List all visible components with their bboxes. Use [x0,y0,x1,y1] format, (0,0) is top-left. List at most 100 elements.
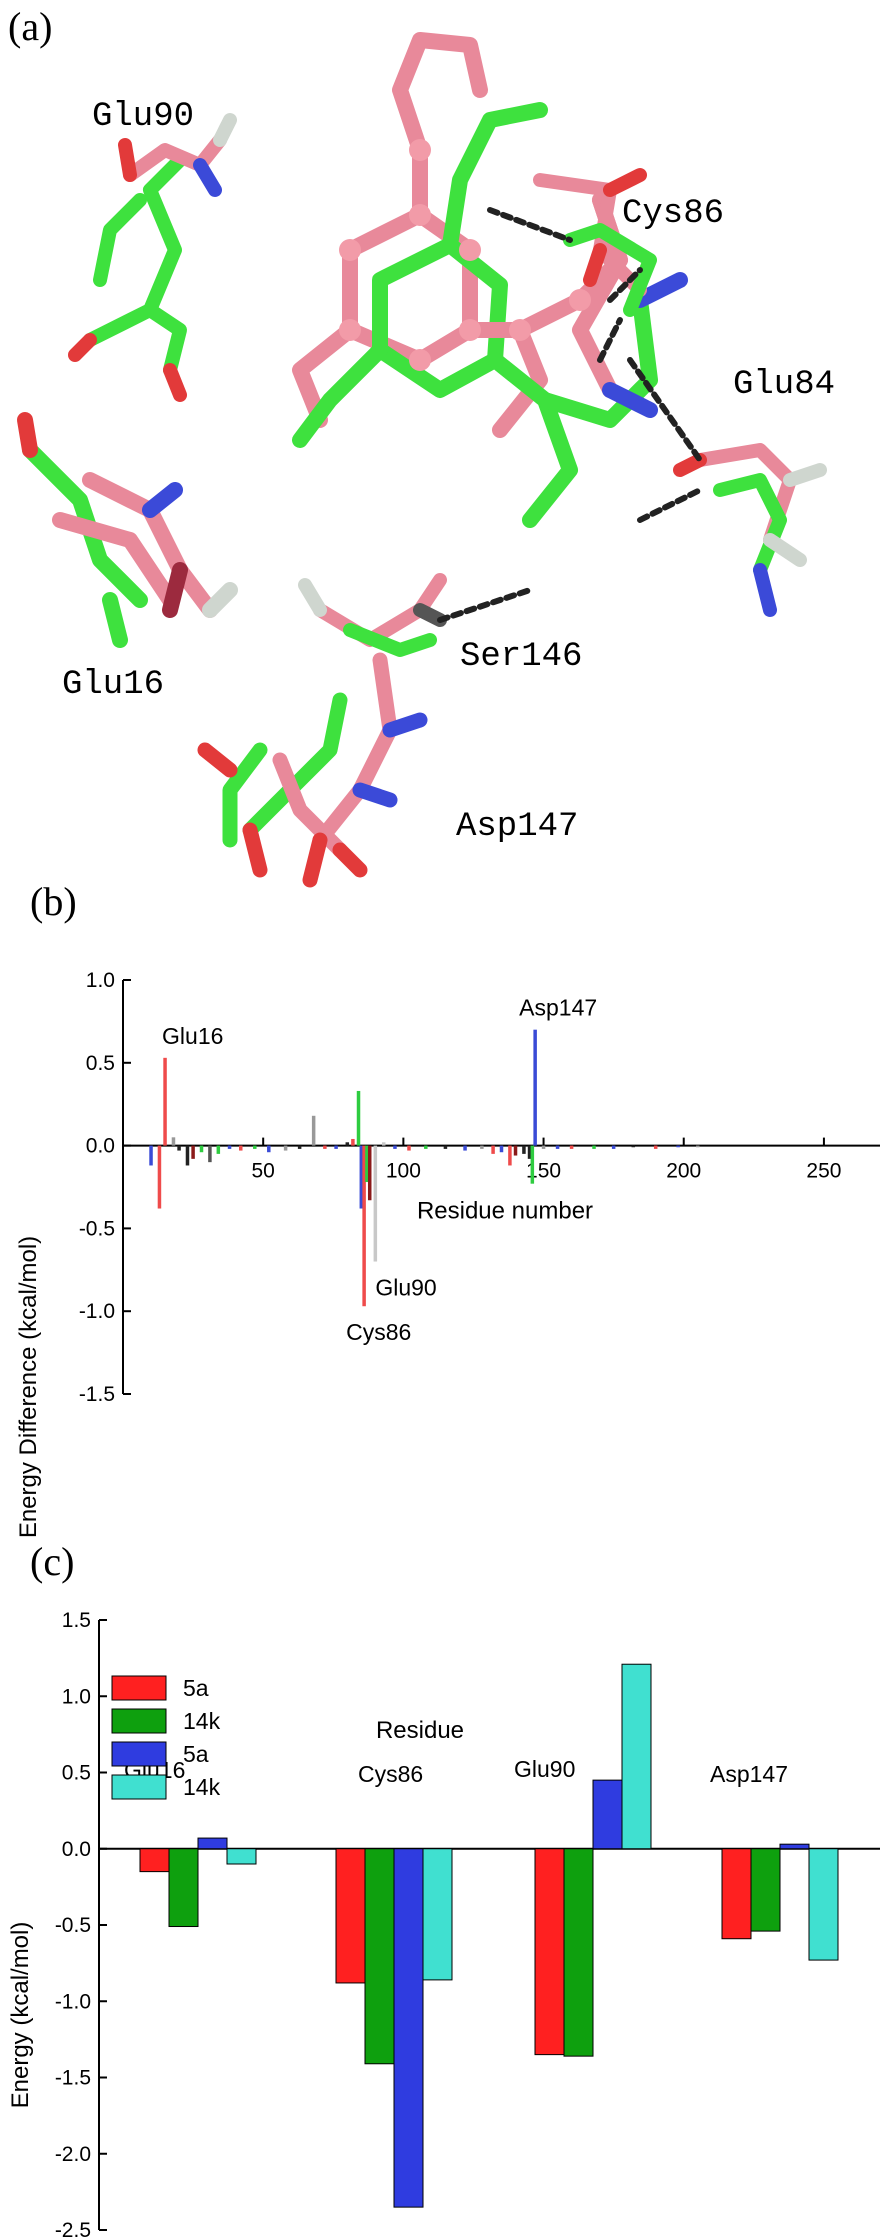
energy-bar [373,1145,378,1262]
energy-bar [653,1145,658,1149]
molecule-panel: (a) [8,4,835,888]
x-tick-label: 250 [806,1160,841,1183]
energy-bar [199,1145,204,1153]
residue-label-ser146: Ser146 [460,638,582,676]
legend-swatch [111,1708,167,1734]
energy-bar [139,1848,170,1873]
category-label: Asp147 [710,1761,788,1787]
energy-difference-chart: (b) 1.00.50.0-0.5-1.0-1.550 100 150 200 250 … [15,880,880,1538]
y-tick-label: 0.0 [62,1838,91,1861]
y-axis-label: Energy (kcal/mol) [7,1922,34,2109]
y-tick-label: -2.0 [55,2143,91,2166]
energy-bar [362,1145,366,1307]
annotation-label: Asp147 [519,995,597,1021]
residue-label-glu90: Glu90 [92,98,194,136]
panel-c-label: (c) [30,1540,74,1584]
energy-bar [480,1145,484,1149]
energy-bar [364,1848,395,2065]
x-tick-label: 150 [526,1160,561,1183]
energy-bar [563,1848,594,2057]
energy-bar [533,1029,537,1146]
energy-bar [555,1145,560,1149]
energy-bar [569,1145,574,1149]
y-tick-label: 1.0 [62,1685,91,1708]
residue-label-glu84: Glu84 [733,366,835,404]
energy-bar [323,1145,327,1149]
y-tick-label: -1.5 [79,1383,115,1406]
molecule-illustration [17,32,827,888]
energy-bar [534,1848,565,2056]
energy-bar [721,1848,752,1940]
energy-bar [676,1145,680,1148]
energy-bar [267,1145,271,1153]
energy-bar [226,1848,257,1865]
annotation-label: Glu16 [162,1023,223,1049]
energy-bar [359,1145,364,1209]
energy-bar [283,1145,288,1151]
y-tick-label: -1.5 [55,2067,91,2090]
energy-bar [393,1848,424,2208]
energy-bar [522,1145,526,1154]
energy-bar [424,1145,428,1149]
y-tick-label: 0.5 [62,1762,91,1785]
panel-a-label: (a) [8,4,52,49]
energy-bar [808,1848,839,1961]
y-tick-label: -0.5 [55,1914,91,1937]
energy-bar [311,1115,316,1146]
annotation-label: Glu90 [375,1275,436,1301]
energy-bar [750,1848,781,1932]
energy-bar [530,1145,535,1184]
annotation-label: Cys86 [346,1319,411,1345]
energy-bar [407,1145,411,1151]
y-tick-label: -1.0 [79,1300,115,1323]
y-tick-label: -0.5 [79,1217,115,1240]
energy-bar [463,1145,467,1151]
energy-bar [227,1145,232,1149]
x-axis-label: Residue [376,1717,464,1744]
energy-bar [216,1145,221,1154]
energy-bar [422,1848,453,1981]
energy-bar [381,1142,386,1146]
residue-label-glu16: Glu16 [62,666,164,704]
energy-bar [208,1145,212,1163]
y-tick-label: -2.5 [55,2219,91,2239]
energy-bar [592,1145,596,1149]
energy-bar [351,1138,355,1146]
energy-bar [365,1145,369,1183]
energy-bar [171,1137,176,1146]
energy-bar [631,1145,636,1148]
legend-swatch [111,1675,167,1701]
energy-bar [177,1145,181,1151]
x-tick-label: 100 [386,1160,421,1183]
energy-bar [592,1779,623,1850]
panel-b-label: (b) [30,880,77,924]
energy-bar [297,1145,302,1149]
legend-label: 14k [183,1774,221,1800]
category-label: Cys86 [358,1761,423,1787]
y-tick-label: -1.0 [55,1990,91,2013]
energy-bar [541,1145,546,1149]
legend-swatch [111,1774,167,1800]
energy-bar [335,1848,366,1984]
energy-bar [499,1145,504,1153]
energy-bar [443,1145,448,1149]
y-axis-label: Energy Difference (kcal/mol) [15,1236,42,1538]
energy-bar [367,1145,372,1201]
energy-bar [621,1663,652,1850]
energy-bar [157,1145,162,1209]
energy-bar [491,1145,495,1154]
energy-bar [513,1145,518,1156]
y-tick-label: 0.5 [86,1052,115,1075]
y-tick-label: 1.5 [62,1609,91,1632]
energy-bar [239,1145,243,1151]
energy-bar [356,1090,361,1146]
energy-bar [345,1142,350,1146]
residue-label-cys86: Cys86 [622,195,724,233]
legend-label: 5a [183,1741,209,1767]
category-label: Glu90 [514,1756,575,1782]
x-tick-label: 50 [252,1160,275,1183]
y-tick-label: 1.0 [86,969,115,992]
energy-bar [197,1837,228,1850]
x-axis-label: Residue number [417,1198,593,1225]
y-tick-label: 0.0 [86,1135,115,1158]
